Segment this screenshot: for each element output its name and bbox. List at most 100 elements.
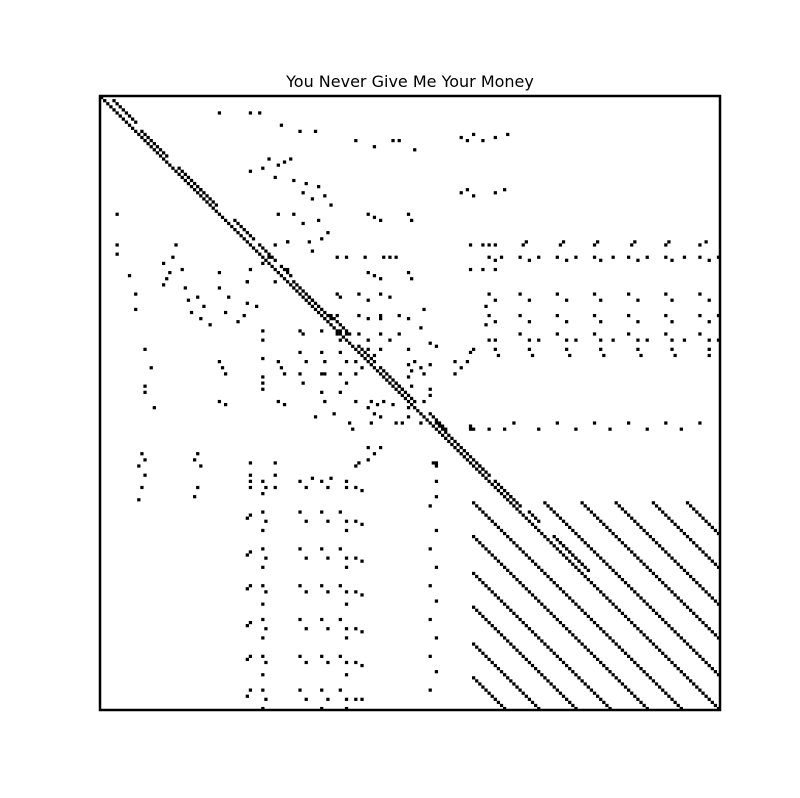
segment-cell-202 (118, 105, 122, 109)
point-cell-892 (261, 565, 265, 569)
diagonal-cell-8 (124, 120, 129, 124)
diagonal-cell-154 (577, 568, 581, 572)
stripe-cell-620 (577, 639, 581, 643)
stripe-cell-583 (521, 620, 525, 625)
point-cell-1217 (354, 697, 358, 701)
point-cell-1181 (326, 627, 330, 631)
point-cell-1162 (599, 258, 603, 262)
point-cell-896 (261, 602, 265, 606)
diagonal-cell-12 (137, 132, 141, 137)
stripe-cell-634 (689, 645, 693, 649)
stripe-cell-591 (596, 624, 600, 628)
point-cell-1009 (716, 338, 721, 342)
segment-cell-215 (162, 151, 166, 155)
diagonal-cell-178 (651, 642, 656, 646)
stripe-cell-623 (472, 642, 476, 646)
diagonal-cell-110 (441, 433, 445, 437)
diagonal-cell-124 (484, 476, 488, 480)
point-cell-1016 (354, 464, 358, 468)
point-cell-900 (261, 636, 265, 640)
stripe-cell-749 (503, 706, 507, 711)
stripe-cell-553 (506, 605, 510, 609)
segment-cell-344 (431, 415, 435, 419)
stripe-cell-699 (617, 679, 621, 683)
segment-cell-338 (583, 565, 587, 569)
point-cell-1035 (354, 372, 358, 376)
point-cell-966 (320, 688, 324, 692)
point-cell-1095 (555, 421, 559, 425)
stripe-cell-570 (481, 614, 485, 619)
segment-cell-277 (357, 344, 361, 348)
point-cell-1193 (264, 660, 268, 665)
point-cell-841 (472, 194, 476, 198)
stripe-cell-490 (651, 571, 656, 576)
point-cell-791 (292, 178, 296, 183)
stripe-cell-739 (568, 700, 572, 705)
stripe-cell-722 (592, 691, 597, 695)
stripe-cell-686 (611, 673, 615, 677)
segment-cell-218 (202, 191, 206, 195)
stripe-cell-515 (698, 584, 702, 588)
segment-cell-342 (484, 470, 488, 474)
stripe-cell-363 (586, 507, 590, 511)
stripe-cell-679 (571, 670, 575, 674)
stripe-cell-637 (549, 648, 553, 652)
segment-cell-236 (196, 185, 200, 189)
stripe-cell-531 (636, 593, 640, 597)
diagonal-cell-189 (685, 676, 690, 680)
point-cell-974 (344, 332, 349, 336)
point-cell-785 (261, 166, 265, 170)
point-cell-838 (196, 452, 200, 456)
stripe-cell-718 (661, 688, 665, 692)
segment-cell-228 (248, 234, 253, 238)
diagonal-cell-81 (351, 344, 355, 348)
diagonal-cell-55 (270, 264, 274, 269)
stripe-cell-573 (586, 614, 590, 619)
point-cell-1174 (608, 427, 612, 431)
point-cell-1200 (670, 338, 674, 342)
diagonal-cell-71 (320, 313, 324, 318)
stripe-cell-373 (484, 513, 488, 517)
diagonal-cell-2 (106, 102, 110, 106)
point-cell-807 (292, 212, 296, 216)
point-cell-1057 (224, 403, 228, 407)
diagonal-cell-103 (419, 412, 423, 416)
segment-cell-229 (251, 237, 256, 241)
stripe-cell-558 (475, 608, 479, 612)
point-cell-907 (716, 255, 721, 259)
point-cell-1216 (707, 338, 711, 342)
diagonal-cell-75 (332, 326, 336, 330)
point-cell-1122 (493, 347, 497, 351)
stripe-cell-350 (543, 501, 547, 505)
point-cell-901 (664, 255, 668, 259)
stripe-cell-585 (592, 620, 597, 625)
point-cell-1171 (360, 593, 364, 597)
stripe-cell-379 (487, 516, 491, 520)
segment-cell-331 (561, 544, 566, 548)
point-cell-908 (261, 706, 265, 711)
point-cell-1048 (379, 445, 383, 450)
point-cell-769 (391, 138, 395, 143)
point-cell-850 (245, 301, 249, 305)
diagonal-cell-95 (394, 387, 398, 391)
point-cell-840 (193, 458, 197, 462)
point-cell-1097 (592, 421, 597, 425)
stripe-cell-656 (596, 657, 600, 662)
diagonal-cell-14 (143, 138, 147, 143)
point-cell-842 (199, 464, 203, 468)
point-cell-792 (183, 286, 187, 290)
segment-cell-259 (279, 264, 284, 269)
point-cell-863 (633, 240, 637, 244)
point-cell-932 (298, 510, 302, 514)
stripe-cell-451 (490, 553, 494, 557)
segment-cell-328 (552, 535, 556, 539)
stripe-cell-354 (685, 501, 690, 505)
point-cell-1204 (673, 353, 677, 358)
point-cell-978 (344, 360, 349, 364)
diagonal-cell-162 (602, 593, 606, 597)
segment-cell-348 (444, 427, 448, 431)
stripe-cell-700 (651, 679, 656, 683)
stripe-cell-396 (707, 522, 711, 526)
point-cell-1208 (698, 243, 702, 247)
point-cell-1001 (645, 338, 649, 342)
